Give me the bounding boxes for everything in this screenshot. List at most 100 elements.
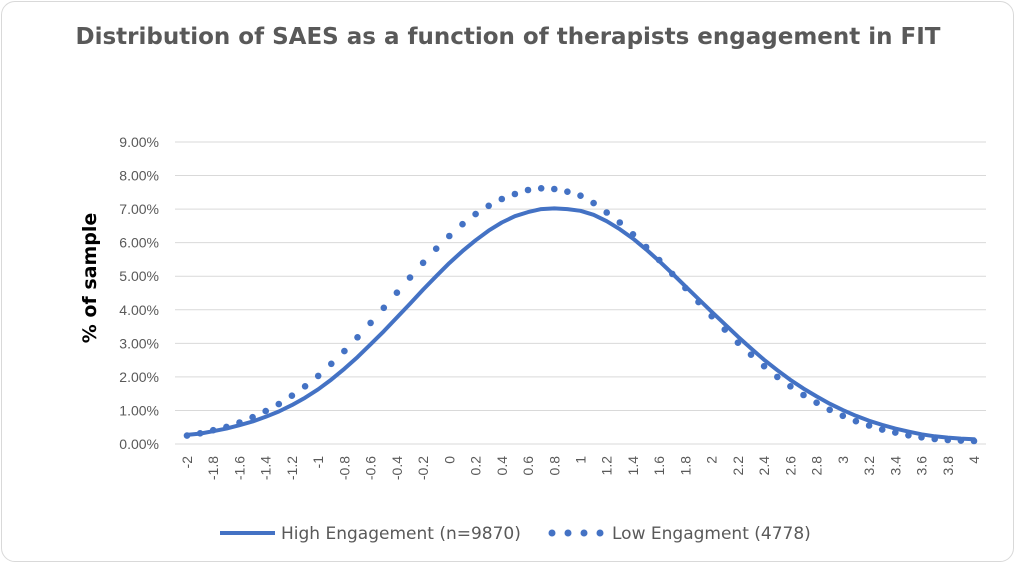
x-tick-label: -0.8	[336, 456, 352, 480]
data-point	[537, 185, 545, 192]
data-point	[813, 399, 820, 407]
data-point	[629, 231, 637, 238]
legend: High Engagement (n=9870) Low Engagment (4…	[220, 524, 811, 544]
data-point	[432, 245, 440, 252]
y-tick-label: 3.00%	[119, 335, 159, 351]
x-tick-label: 0.4	[494, 456, 510, 476]
x-tick-label: 0	[441, 456, 457, 464]
chart-title: Distribution of SAES as a function of th…	[75, 24, 940, 50]
y-tick-label: 1.00%	[119, 402, 159, 418]
x-tick-label: 1	[573, 456, 589, 464]
data-point	[301, 383, 309, 390]
data-point	[800, 391, 807, 399]
plot-series	[183, 185, 978, 445]
series-low-engagement	[183, 185, 978, 445]
x-tick-label: 3	[835, 456, 851, 464]
x-tick-label: 0.8	[546, 456, 562, 476]
data-point	[367, 319, 374, 327]
y-axis-label: % of sample	[79, 213, 101, 344]
data-point	[721, 326, 729, 333]
x-tick-label: -0.2	[415, 456, 431, 480]
data-point	[341, 347, 348, 355]
x-tick-label: 1.2	[599, 456, 615, 476]
data-point	[970, 437, 978, 445]
x-tick-label: 3.2	[861, 456, 877, 476]
data-point	[459, 220, 466, 228]
data-point	[393, 289, 401, 297]
data-point	[419, 259, 427, 267]
data-point	[655, 256, 663, 264]
legend-label-high-engagement: High Engagement (n=9870)	[281, 524, 521, 544]
data-point	[314, 372, 322, 380]
y-tick-label: 7.00%	[119, 201, 159, 217]
data-point	[262, 407, 270, 415]
x-tick-label: 2.8	[809, 456, 825, 476]
legend-label-low-engagement: Low Engagment (4778)	[612, 524, 811, 544]
data-point	[328, 360, 335, 368]
x-tick-label: 3.8	[940, 456, 956, 476]
data-point	[826, 406, 833, 414]
data-point	[682, 284, 689, 292]
data-point	[249, 413, 256, 421]
data-point	[406, 274, 414, 281]
data-point	[957, 437, 965, 444]
data-point	[288, 392, 296, 400]
x-tick-label: 1.6	[651, 456, 667, 476]
data-point	[944, 436, 952, 444]
data-point	[196, 430, 204, 437]
legend-swatch-dot	[580, 529, 588, 537]
data-point	[905, 432, 912, 439]
data-point	[236, 419, 243, 426]
data-point	[564, 188, 571, 195]
y-tick-label: 9.00%	[119, 134, 159, 150]
x-tick-label: -2	[179, 456, 195, 469]
x-tick-label: 2.2	[730, 456, 746, 476]
legend-swatch-dot	[548, 529, 556, 537]
y-tick-label: 8.00%	[119, 168, 159, 184]
data-point	[839, 412, 847, 420]
data-point	[787, 383, 794, 390]
data-point	[931, 435, 938, 443]
data-point	[275, 400, 283, 408]
x-tick-label: 0.6	[520, 456, 536, 476]
x-tick-label: -0.4	[389, 456, 405, 480]
y-tick-label: 4.00%	[119, 302, 159, 318]
data-point	[734, 339, 742, 347]
x-tick-label: -1.6	[231, 456, 247, 480]
data-point	[642, 243, 650, 251]
series-high-engagement-line	[185, 206, 976, 442]
data-point	[590, 199, 597, 207]
x-tick-label: -1.8	[205, 456, 221, 480]
y-axis-ticks: 0.00% 1.00% 2.00% 3.00% 4.00% 5.00% 6.00% 7.00%…	[119, 134, 159, 452]
data-point	[498, 195, 506, 203]
data-point	[747, 351, 755, 359]
x-tick-label: -1.2	[284, 456, 300, 480]
x-tick-label: 4	[966, 456, 982, 464]
x-tick-label: 3.6	[914, 456, 930, 476]
data-point	[551, 185, 558, 193]
x-axis-ticks: -2 -1.8 -1.6 -1.4 -1.2 -1 -0.8 -0.6 -0.4 -0.2 0 0.2…	[179, 456, 982, 480]
x-tick-label: 2.4	[756, 456, 772, 476]
data-point	[774, 373, 781, 381]
x-tick-label: 2.6	[782, 456, 798, 476]
x-tick-label: 2	[704, 456, 720, 464]
data-point	[223, 423, 230, 431]
x-tick-label: -1.4	[258, 456, 274, 480]
data-point	[892, 429, 899, 436]
legend-swatch-dot	[596, 529, 604, 537]
y-tick-label: 2.00%	[119, 369, 159, 385]
y-tick-label: 5.00%	[119, 268, 159, 284]
data-point	[485, 202, 493, 210]
data-point	[524, 186, 532, 194]
x-tick-label: 0.2	[468, 456, 484, 476]
y-tick-label: 0.00%	[119, 436, 159, 452]
data-point	[446, 232, 453, 240]
gridlines	[175, 141, 986, 445]
data-point	[918, 434, 925, 441]
data-point	[878, 426, 886, 433]
data-point	[183, 432, 191, 439]
data-point	[472, 210, 479, 218]
data-point	[380, 304, 388, 312]
